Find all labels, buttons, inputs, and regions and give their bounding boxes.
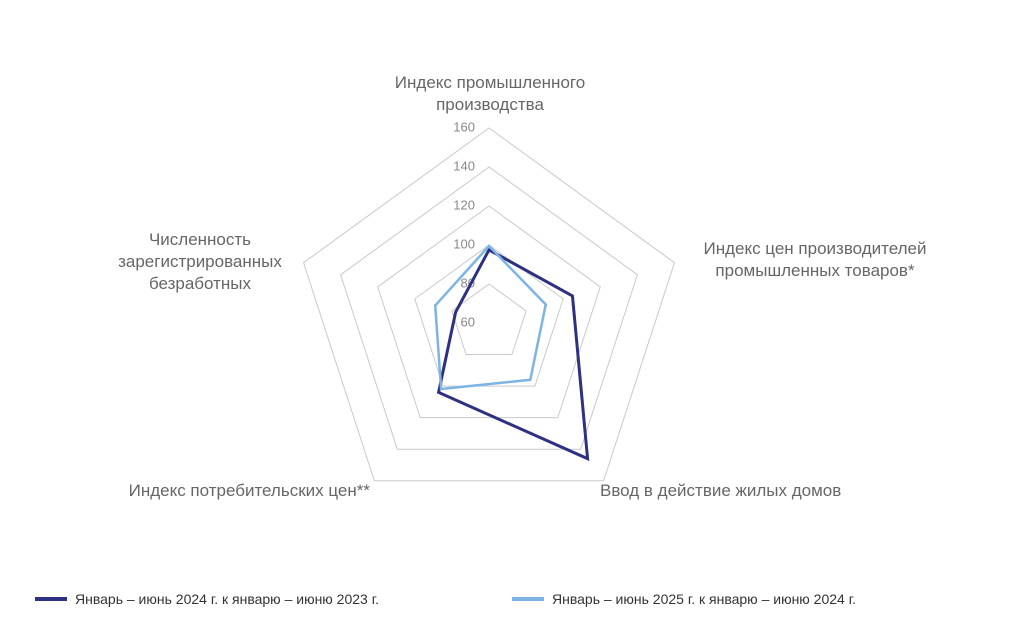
axis-label: Численность зарегистрированных безработн…	[118, 230, 282, 293]
grid-line	[414, 244, 564, 387]
axis-label: Индекс потребительских цен**	[128, 481, 370, 500]
legend-label: Январь – июнь 2024 г. к январю – июню 20…	[75, 591, 380, 607]
tick-label: 80	[461, 275, 475, 290]
tick-label: 100	[453, 236, 475, 251]
axis-label: Индекс цен производителей промышленных т…	[703, 239, 927, 280]
grid-line	[302, 127, 676, 482]
tick-label: 60	[461, 314, 475, 329]
grid-line	[377, 205, 601, 419]
legend-label: Январь – июнь 2025 г. к январю – июню 20…	[552, 591, 857, 607]
grid-line	[340, 166, 638, 450]
axis-label: Индекс промышленного производства	[394, 73, 586, 114]
series-line	[436, 247, 590, 462]
tick-label: 140	[453, 158, 475, 173]
axis-label: Ввод в действие жилых домов	[600, 481, 842, 500]
tick-label: 160	[453, 119, 475, 134]
series-line	[433, 244, 548, 391]
tick-label: 120	[453, 197, 475, 212]
